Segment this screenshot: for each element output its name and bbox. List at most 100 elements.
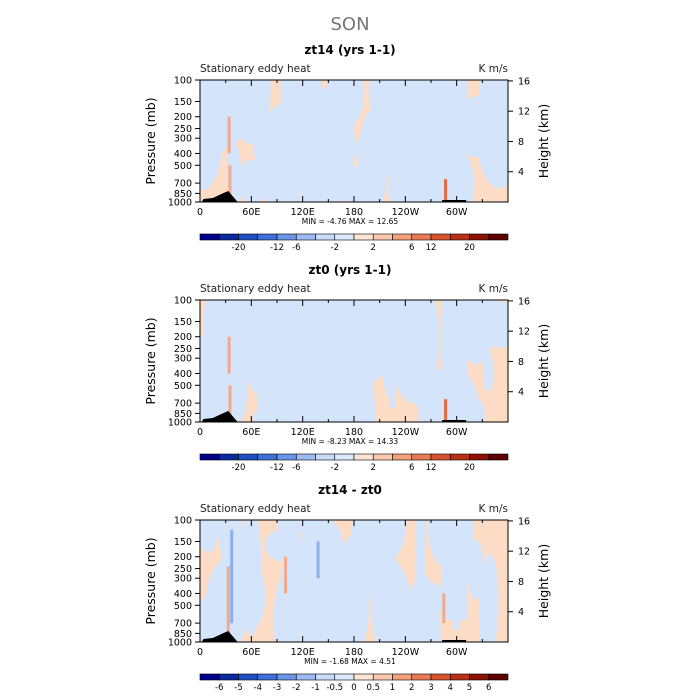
x-tick-label: 180 — [345, 647, 363, 658]
x-tick-label: 60W — [446, 207, 468, 218]
colorbar-swatch — [449, 673, 470, 681]
colorbar-swatch — [295, 233, 316, 241]
colorbar-swatch — [430, 233, 451, 241]
panel-units-label: K m/s — [479, 283, 508, 295]
colorbar-swatch — [218, 673, 239, 681]
y-tick-label: 500 — [174, 601, 192, 612]
y-tick-label: 1000 — [168, 198, 192, 209]
strong-anomaly-streak — [444, 179, 448, 202]
negative-column — [226, 300, 235, 408]
colorbar-tick-label: -0.5 — [326, 683, 343, 693]
y-right-axis-label: Height (km) — [536, 544, 551, 618]
panel-2: zt0 (yrs 1-1) Stationary eddy heat K m/s 10… — [143, 263, 551, 473]
colorbar-swatch — [449, 453, 470, 461]
contour-field — [200, 80, 508, 202]
colorbar-tick-label: -20 — [232, 463, 246, 473]
negative-region — [273, 574, 298, 642]
y-tick-label: 850 — [174, 189, 192, 200]
topography-mask — [442, 200, 467, 202]
colorbar-swatch — [372, 233, 393, 241]
negative-region — [335, 614, 351, 642]
min-max-stats: MIN = -8.23 MAX = 14.33 — [302, 437, 399, 446]
negative-column — [389, 520, 396, 630]
y-right-tick-label: 8 — [518, 137, 524, 148]
x-tick-label: 0 — [197, 427, 203, 438]
negative-region — [371, 597, 395, 630]
panel-left-label: Stationary eddy heat — [200, 283, 311, 295]
colorbar-swatch — [392, 453, 413, 461]
colorbar-swatch — [199, 673, 220, 681]
y-right-tick-label: 16 — [518, 76, 530, 87]
colorbar-swatch — [430, 453, 451, 461]
y-right-axis-label: Height (km) — [536, 104, 551, 178]
panel-left-label: Stationary eddy heat — [200, 503, 311, 515]
colorbar-swatch — [392, 673, 413, 681]
colorbar-tick-label: -12 — [270, 463, 284, 473]
strong-anomaly-streak — [226, 566, 230, 634]
x-tick-label: 60W — [446, 647, 468, 658]
colorbar: -6 -5 -4 -3 -2 -1 -0.5 0 0.5 1 2 3 4 5 6 — [199, 673, 509, 693]
negative-column — [415, 520, 426, 630]
colorbar-swatch — [449, 233, 470, 241]
y-right-tick-label: 16 — [518, 516, 530, 527]
x-tick-label: 120E — [291, 207, 315, 218]
negative-column — [441, 80, 468, 181]
colorbar-tick-label: -12 — [270, 243, 284, 253]
y-tick-label: 300 — [174, 354, 192, 365]
topography-mask — [201, 411, 238, 422]
colorbar-tick-label: -20 — [232, 243, 246, 253]
y-right-tick-label: 4 — [518, 167, 524, 178]
panel-title: zt14 - zt0 — [318, 483, 382, 497]
panel-units-label: K m/s — [479, 503, 508, 515]
min-max-stats: MIN = -4.76 MAX = 12.65 — [302, 217, 399, 226]
colorbar-swatch — [315, 673, 336, 681]
colorbar-swatch — [257, 233, 278, 241]
negative-column — [441, 520, 468, 621]
colorbar-tick-label: 3 — [428, 683, 433, 693]
y-tick-label: 700 — [174, 179, 192, 190]
topography-mask — [201, 631, 238, 642]
colorbar: -20 -12 -6 -2 2 6 12 20 — [199, 233, 509, 253]
y-right-tick-label: 12 — [518, 547, 530, 558]
y-axis-label: Pressure (mb) — [143, 537, 158, 624]
y-right-tick-label: 12 — [518, 327, 530, 338]
y-right-tick-label: 16 — [518, 296, 530, 307]
negative-region — [291, 136, 343, 202]
colorbar-swatch — [257, 673, 278, 681]
x-tick-label: 60W — [446, 427, 468, 438]
negative-region — [475, 90, 508, 128]
colorbar-swatch — [372, 453, 393, 461]
colorbar-tick-label: -6 — [292, 463, 300, 473]
y-tick-label: 150 — [174, 317, 192, 328]
colorbar-swatch — [430, 673, 451, 681]
negative-region — [268, 300, 299, 396]
negative-region — [481, 553, 499, 642]
strong-anomaly-streak — [284, 556, 288, 594]
y-tick-label: 500 — [174, 161, 192, 172]
y-tick-label: 250 — [174, 124, 192, 135]
colorbar-tick-label: 12 — [426, 463, 437, 473]
panel-units-label: K m/s — [479, 63, 508, 75]
colorbar-swatch — [353, 673, 374, 681]
colorbar-swatch — [276, 233, 297, 241]
y-tick-label: 150 — [174, 97, 192, 108]
panel-title: zt14 (yrs 1-1) — [304, 43, 395, 57]
colorbar-swatch — [353, 453, 374, 461]
colorbar-tick-label: 20 — [464, 463, 475, 473]
y-tick-label: 400 — [174, 149, 192, 160]
colorbar-tick-label: 4 — [448, 683, 453, 693]
strong-anomaly-streak — [316, 541, 320, 579]
colorbar-swatch — [488, 673, 509, 681]
colorbar-tick-label: 12 — [426, 243, 437, 253]
y-tick-label: 700 — [174, 619, 192, 630]
colorbar-tick-label: 2 — [371, 463, 376, 473]
colorbar-swatch — [276, 453, 297, 461]
colorbar-swatch — [218, 453, 239, 461]
y-right-tick-label: 4 — [518, 607, 524, 618]
x-tick-label: 0 — [197, 647, 203, 658]
colorbar-swatch — [199, 453, 220, 461]
negative-region — [324, 351, 373, 422]
colorbar-swatch — [411, 453, 432, 461]
negative-column — [389, 300, 396, 408]
y-tick-label: 1000 — [168, 638, 192, 649]
